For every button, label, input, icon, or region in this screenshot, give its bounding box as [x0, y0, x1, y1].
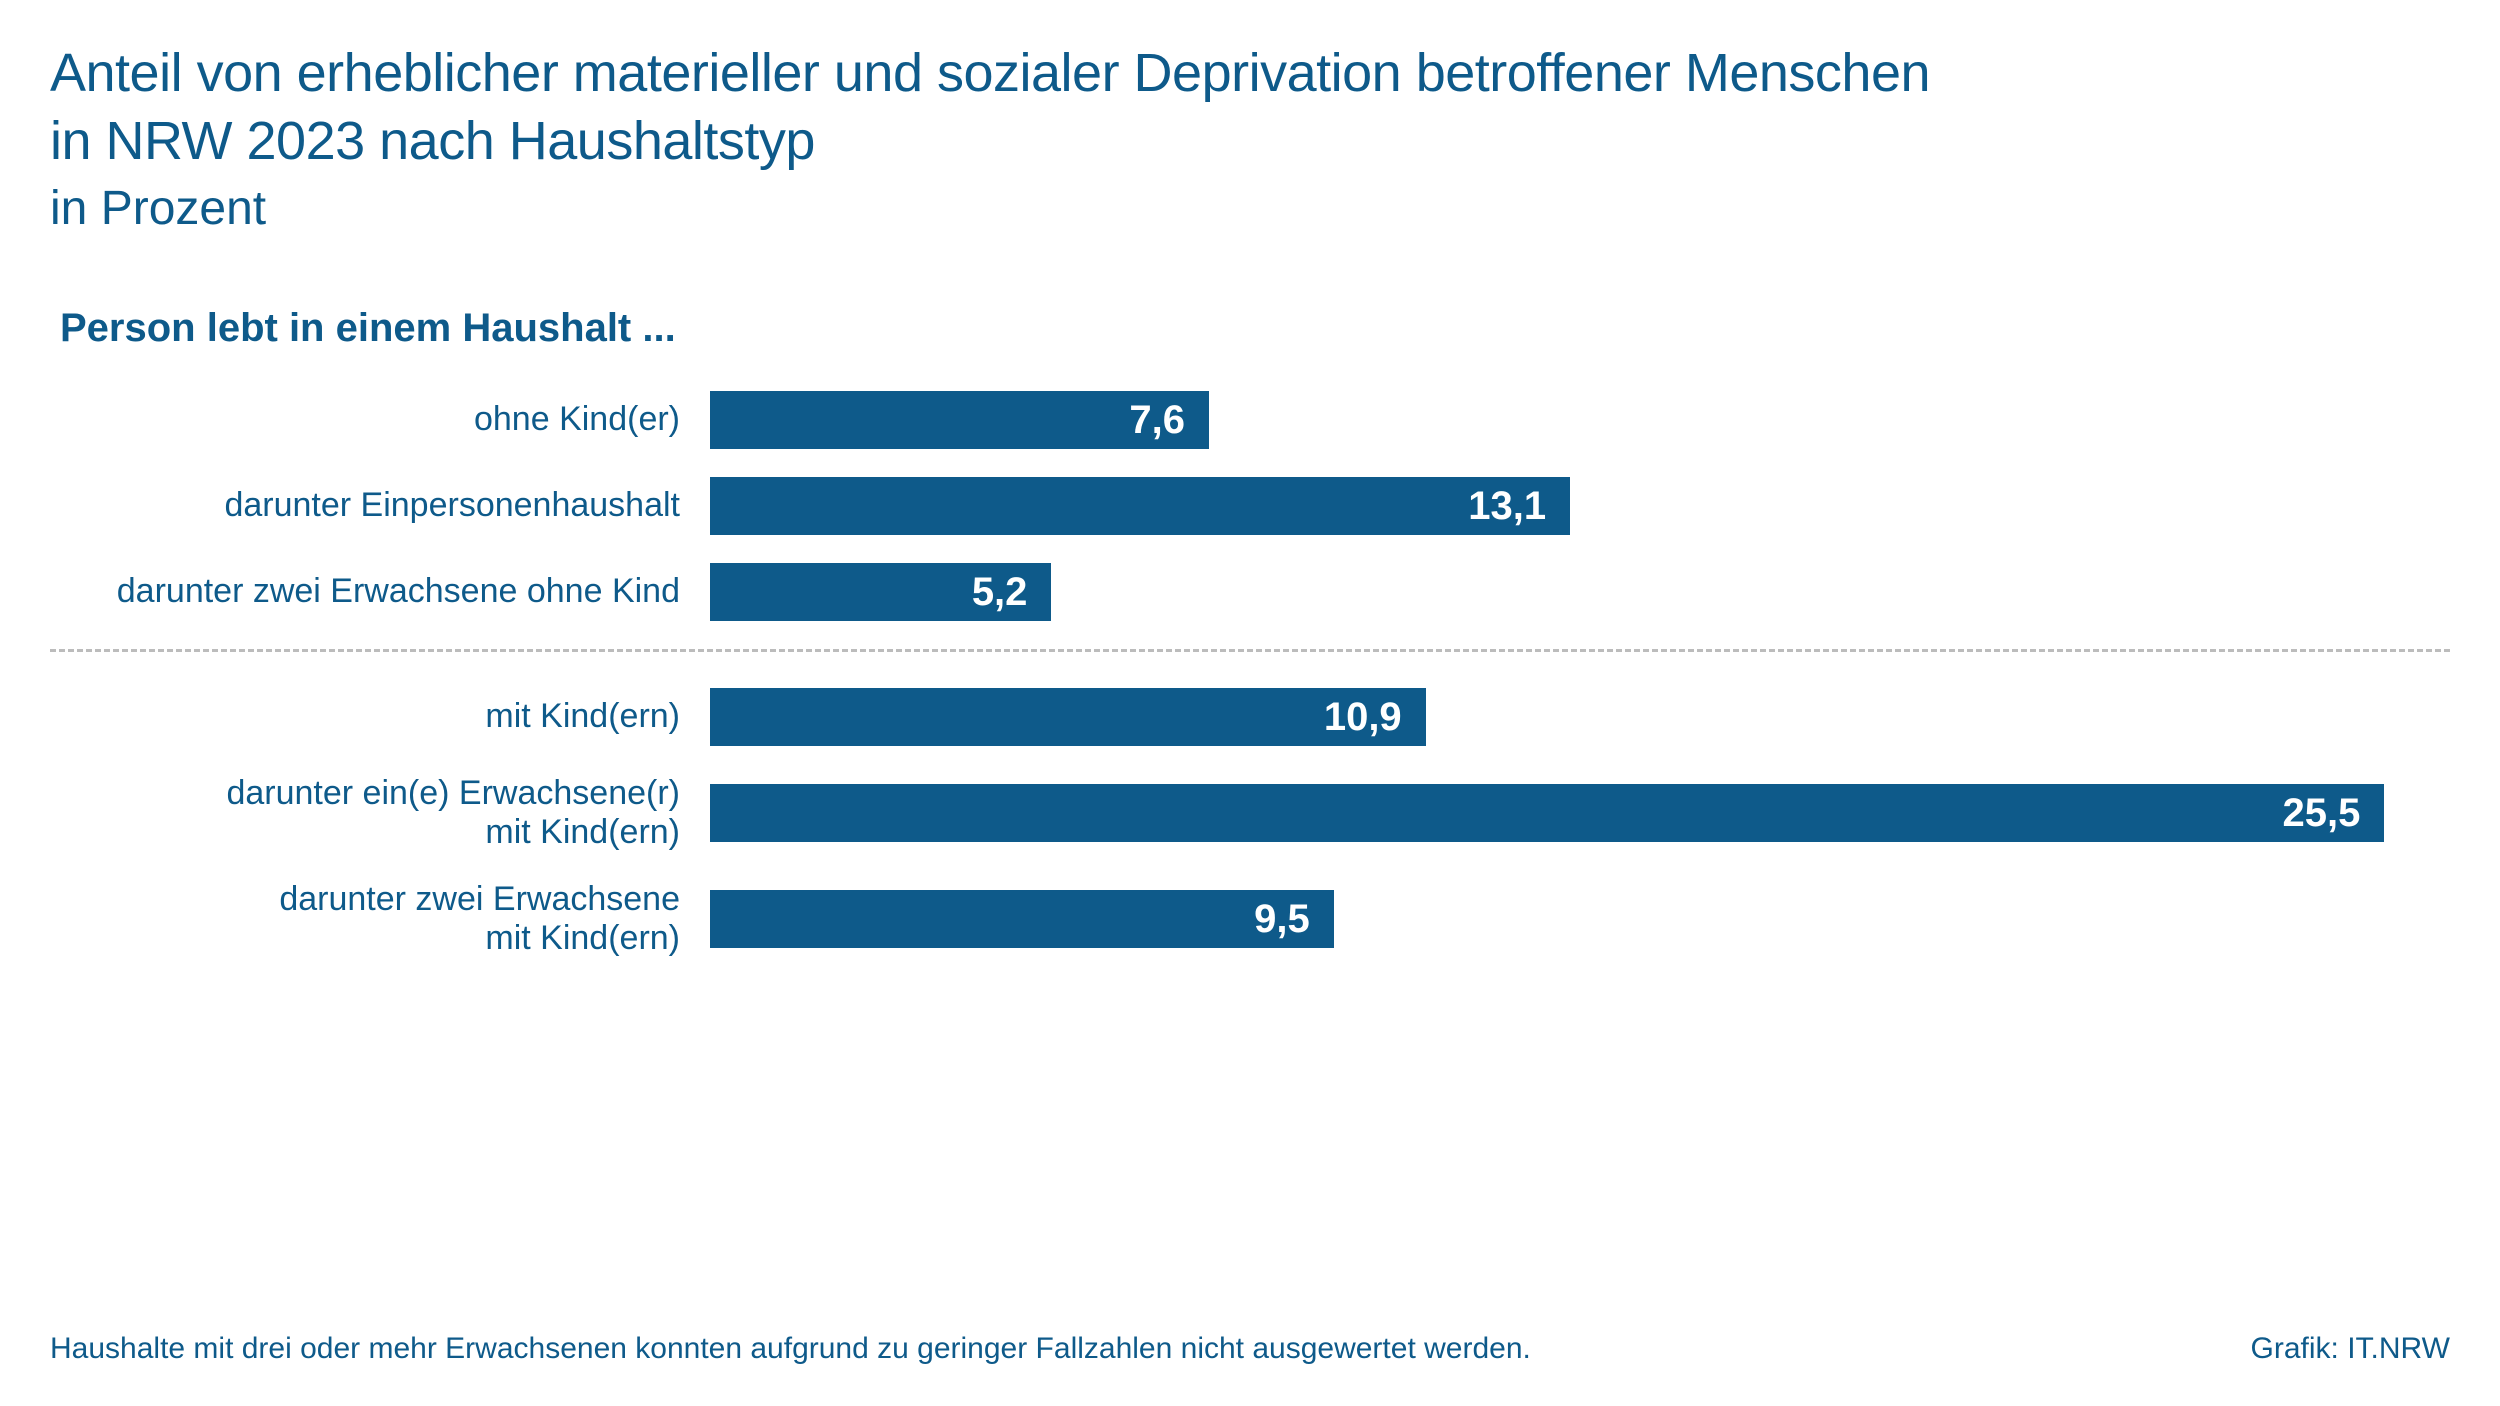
bar-label-line-2: mit Kind(ern) — [485, 813, 680, 851]
chart-subtitle: in Prozent — [50, 181, 2450, 236]
credit: Grafik: IT.NRW — [2251, 1332, 2450, 1366]
bar: 25,5 — [710, 784, 2384, 842]
bar-track: 10,9 — [710, 688, 2450, 746]
bar-label-line-1: darunter zwei Erwachsene — [279, 880, 680, 918]
bar-row: darunter Einpersonenhaushalt 13,1 — [50, 477, 2450, 535]
bar-label-line-2: mit Kind(ern) — [485, 919, 680, 957]
bar: 5,2 — [710, 563, 1051, 621]
section-label: Person lebt in einem Haushalt ... — [60, 306, 2450, 351]
bar-track: 25,5 — [710, 784, 2450, 842]
title-line-1: Anteil von erheblicher materieller und s… — [50, 43, 1930, 103]
bar: 10,9 — [710, 688, 1426, 746]
bar-value-label: 25,5 — [2282, 791, 2360, 836]
bar-value-label: 9,5 — [1254, 897, 1310, 942]
bar-label: darunter zwei Erwachsene mit Kind(ern) — [50, 880, 710, 958]
bar-value-label: 5,2 — [972, 570, 1028, 615]
bar-track: 5,2 — [710, 563, 2450, 621]
bar-track: 9,5 — [710, 890, 2450, 948]
bar: 7,6 — [710, 391, 1209, 449]
title-line-2: in NRW 2023 nach Haushaltstyp — [50, 111, 815, 171]
bar-track: 13,1 — [710, 477, 2450, 535]
bar-label-line-1: darunter ein(e) Erwachsene(r) — [226, 774, 680, 812]
bar-label: darunter zwei Erwachsene ohne Kind — [50, 572, 710, 611]
bar-label: darunter Einpersonenhaushalt — [50, 486, 710, 525]
bar-track: 7,6 — [710, 391, 2450, 449]
bar-chart: ohne Kind(er) 7,6 darunter Einpersonenha… — [50, 391, 2450, 958]
bar-value-label: 13,1 — [1468, 484, 1546, 529]
bar: 9,5 — [710, 890, 1334, 948]
bar-row: mit Kind(ern) 10,9 — [50, 688, 2450, 746]
bar-row: darunter ein(e) Erwachsene(r) mit Kind(e… — [50, 774, 2450, 852]
bar: 13,1 — [710, 477, 1570, 535]
bar-label: mit Kind(ern) — [50, 697, 710, 736]
footnote: Haushalte mit drei oder mehr Erwachsenen… — [50, 1332, 1531, 1366]
bar-label: ohne Kind(er) — [50, 400, 710, 439]
bar-row: darunter zwei Erwachsene mit Kind(ern) 9… — [50, 880, 2450, 958]
bar-value-label: 10,9 — [1324, 695, 1402, 740]
bar-label: darunter ein(e) Erwachsene(r) mit Kind(e… — [50, 774, 710, 852]
chart-title: Anteil von erheblicher materieller und s… — [50, 40, 2450, 175]
chart-footer: Haushalte mit drei oder mehr Erwachsenen… — [50, 1332, 2450, 1366]
bar-row: darunter zwei Erwachsene ohne Kind 5,2 — [50, 563, 2450, 621]
group-divider — [50, 649, 2450, 652]
bar-row: ohne Kind(er) 7,6 — [50, 391, 2450, 449]
bar-value-label: 7,6 — [1129, 398, 1185, 443]
chart-page: Anteil von erheblicher materieller und s… — [0, 0, 2500, 1406]
